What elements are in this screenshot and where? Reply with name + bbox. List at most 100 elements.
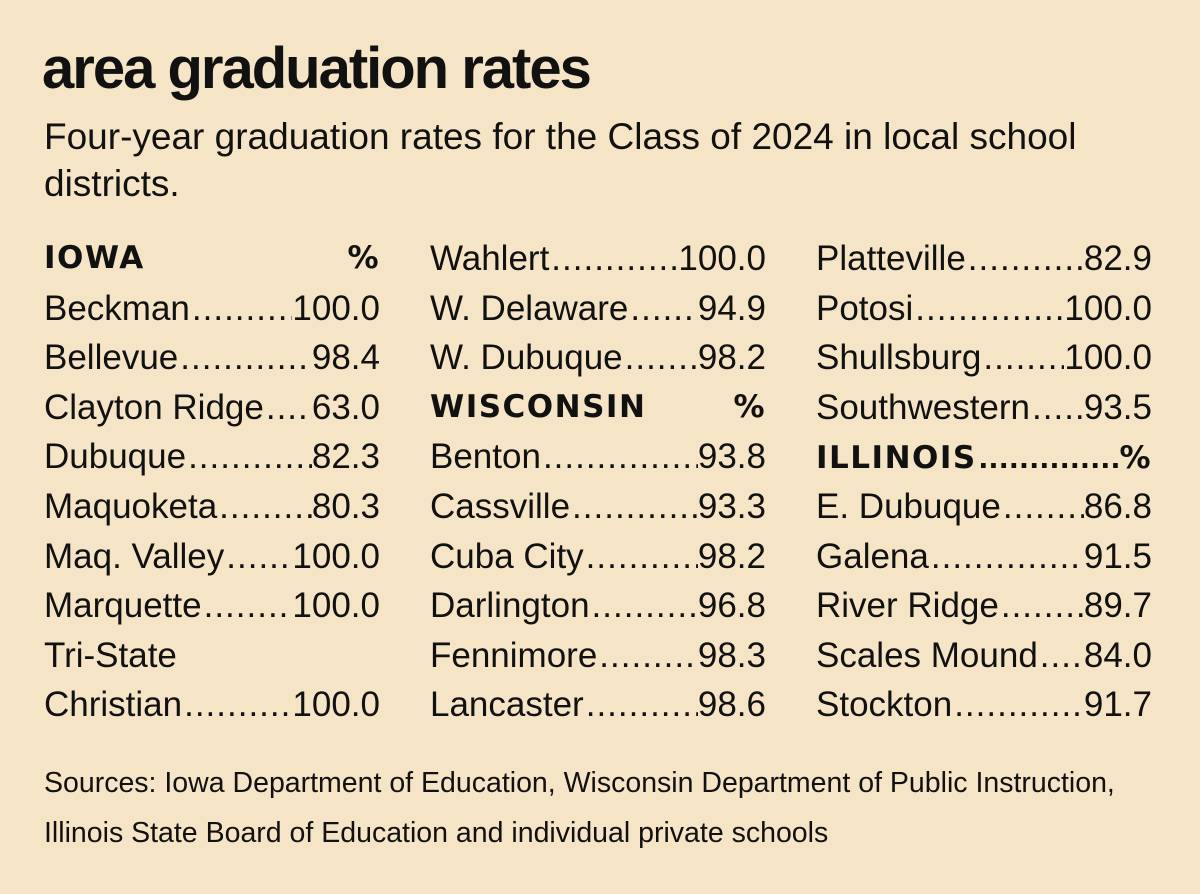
district-name: W. Dubuque xyxy=(430,338,623,378)
leader-dots xyxy=(1001,482,1084,532)
leader-dots xyxy=(202,581,293,631)
leader-dots xyxy=(623,333,698,383)
graduation-rate-value: 98.2 xyxy=(697,338,766,378)
leader-dots xyxy=(929,532,1084,582)
leader-dots xyxy=(628,284,697,334)
district-row: Platteville 82.9 xyxy=(816,234,1152,284)
district-name: Scales Mound xyxy=(816,635,1038,675)
leader-dots xyxy=(224,532,292,582)
district-row: Darlington 96.8 xyxy=(430,581,766,631)
percent-unit-label: % xyxy=(1119,440,1152,477)
leader-dots xyxy=(999,581,1084,631)
district-row: Cassville 93.3 xyxy=(430,482,766,532)
graduation-rate-value: 100.0 xyxy=(292,685,380,725)
graduation-rate-value: 93.3 xyxy=(697,486,766,526)
district-row: Lancaster 98.6 xyxy=(430,680,766,730)
district-row: Marquette 100.0 xyxy=(44,581,380,631)
leader-dots xyxy=(217,482,312,532)
district-name: Bellevue xyxy=(44,338,179,378)
district-name: Clayton Ridge xyxy=(44,387,264,427)
district-row: Dubuque 82.3 xyxy=(44,432,380,482)
district-name: Shullsburg xyxy=(816,338,982,378)
district-row: River Ridge 89.7 xyxy=(816,581,1152,631)
district-name-line: Tri-State xyxy=(44,631,380,681)
leader-dots xyxy=(584,680,698,730)
leader-dots xyxy=(541,432,698,482)
district-name: E. Dubuque xyxy=(816,486,1001,526)
state-header-label: IOWA xyxy=(44,240,145,276)
leader-dots xyxy=(981,333,1064,383)
district-row: Maq. Valley 100.0 xyxy=(44,532,380,582)
graduation-rate-value: 100.0 xyxy=(1064,338,1152,378)
district-name: Potosi xyxy=(816,288,914,328)
graduation-rate-value: 93.8 xyxy=(697,437,766,477)
leader-dots xyxy=(1030,383,1084,433)
district-row: Scales Mound 84.0 xyxy=(816,631,1152,681)
graduation-rate-value: 91.5 xyxy=(1083,536,1152,576)
column-iowa-wisconsin: Wahlert 100.0 W. Delaware 94.9 W. Dubuque 98.… xyxy=(430,234,766,730)
leader-dots xyxy=(264,383,312,433)
district-row: Maquoketa 80.3 xyxy=(44,482,380,532)
district-name: Fennimore xyxy=(430,635,598,675)
district-name: Christian xyxy=(44,685,183,725)
leader-dots xyxy=(584,532,698,582)
graduation-rate-value: 100.0 xyxy=(678,239,766,278)
district-row: W. Delaware 94.9 xyxy=(430,284,766,334)
district-row: Clayton Ridge 63.0 xyxy=(44,383,380,433)
graduation-rate-value: 82.9 xyxy=(1083,239,1152,278)
district-row: Shullsburg 100.0 xyxy=(816,333,1152,383)
district-row: Stockton 91.7 xyxy=(816,680,1152,730)
graphic-title: area graduation rates xyxy=(42,36,592,101)
state-header-label: WISCONSIN xyxy=(430,388,647,425)
leader-dots xyxy=(952,680,1084,730)
graduation-rate-value: 86.8 xyxy=(1083,486,1152,526)
district-name: Maq. Valley xyxy=(44,536,225,576)
district-name: Benton xyxy=(430,437,541,477)
leader-dots xyxy=(977,432,1120,482)
graduation-rate-value: 89.7 xyxy=(1083,586,1152,626)
district-row: Beckman 100.0 xyxy=(44,284,380,334)
leader-dots xyxy=(549,234,678,284)
leader-dots xyxy=(190,284,293,334)
district-row: E. Dubuque 86.8 xyxy=(816,482,1152,532)
district-name: Cassville xyxy=(430,486,571,526)
leader-dots xyxy=(178,333,312,383)
district-name: Platteville xyxy=(816,239,966,278)
district-name: Marquette xyxy=(44,586,202,626)
leader-dots xyxy=(186,432,312,482)
leader-dots xyxy=(597,631,698,681)
state-header-row: ILLINOIS% xyxy=(816,432,1152,482)
graduation-rate-value: 94.9 xyxy=(697,288,766,328)
graduation-rate-value: 93.5 xyxy=(1083,387,1152,427)
percent-unit-label: % xyxy=(733,388,766,425)
leader-dots xyxy=(913,284,1064,334)
district-row: Galena 91.5 xyxy=(816,532,1152,582)
graduation-rate-value: 82.3 xyxy=(311,437,380,477)
district-name: Maquoketa xyxy=(44,486,218,526)
district-row: Cuba City 98.2 xyxy=(430,532,766,582)
district-name: Tri-State xyxy=(44,635,177,675)
sources-note: Sources: Iowa Department of Education, W… xyxy=(44,767,1115,849)
district-name: Wahlert xyxy=(430,239,550,278)
graduation-rate-value: 98.4 xyxy=(311,338,380,378)
district-row: Bellevue 98.4 xyxy=(44,333,380,383)
graduation-rate-value: 84.0 xyxy=(1083,635,1152,675)
graduation-rate-value: 100.0 xyxy=(292,586,380,626)
district-row: Christian 100.0 xyxy=(44,680,380,730)
district-row: Wahlert 100.0 xyxy=(430,234,766,284)
graduation-rate-value: 96.8 xyxy=(697,586,766,626)
graduation-rate-value: 80.3 xyxy=(311,486,380,526)
district-name: River Ridge xyxy=(816,586,999,626)
state-header-row: IOWA% xyxy=(44,234,380,284)
district-row: Benton 93.8 xyxy=(430,432,766,482)
column-wisconsin-illinois: Platteville 82.9 Potosi 100.0 Shullsburg 100.… xyxy=(816,234,1152,730)
district-name: Lancaster xyxy=(430,685,584,725)
leader-dots xyxy=(570,482,698,532)
graduation-rate-value: 100.0 xyxy=(292,288,380,328)
district-row: W. Dubuque 98.2 xyxy=(430,333,766,383)
district-row: Potosi 100.0 xyxy=(816,284,1152,334)
leader-dots xyxy=(182,680,292,730)
district-name: Beckman xyxy=(44,288,190,328)
leader-dots xyxy=(590,581,698,631)
